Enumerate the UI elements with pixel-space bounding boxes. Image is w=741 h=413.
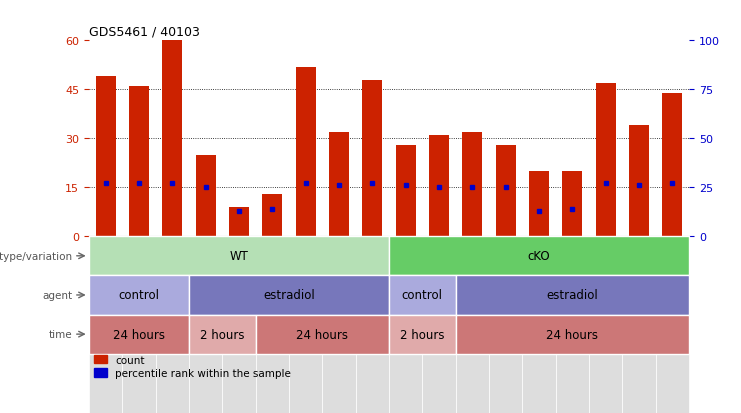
- Text: 24 hours: 24 hours: [113, 328, 165, 341]
- Bar: [496, 145, 516, 237]
- Bar: [96, 77, 116, 237]
- Bar: [629, 126, 649, 237]
- FancyBboxPatch shape: [322, 237, 356, 413]
- Text: WT: WT: [230, 250, 248, 263]
- FancyBboxPatch shape: [589, 237, 622, 413]
- FancyBboxPatch shape: [89, 237, 122, 413]
- Text: estradiol: estradiol: [263, 289, 315, 302]
- Text: 24 hours: 24 hours: [296, 328, 348, 341]
- Bar: [89, 237, 389, 276]
- FancyBboxPatch shape: [522, 237, 556, 413]
- Bar: [296, 67, 316, 237]
- Bar: [89, 276, 189, 315]
- FancyBboxPatch shape: [222, 237, 256, 413]
- Bar: [462, 133, 482, 237]
- Bar: [189, 315, 256, 354]
- Text: control: control: [402, 289, 443, 302]
- Bar: [196, 155, 216, 237]
- FancyBboxPatch shape: [156, 237, 189, 413]
- Bar: [429, 136, 449, 237]
- FancyBboxPatch shape: [356, 237, 389, 413]
- Bar: [329, 133, 349, 237]
- Text: GDS5461 / 40103: GDS5461 / 40103: [89, 26, 200, 39]
- Bar: [189, 276, 389, 315]
- FancyBboxPatch shape: [289, 237, 322, 413]
- Bar: [229, 207, 249, 237]
- FancyBboxPatch shape: [189, 237, 222, 413]
- Text: estradiol: estradiol: [547, 289, 598, 302]
- Bar: [262, 195, 282, 237]
- Text: control: control: [119, 289, 159, 302]
- FancyBboxPatch shape: [422, 237, 456, 413]
- FancyBboxPatch shape: [456, 237, 489, 413]
- Text: time: time: [49, 329, 73, 339]
- Bar: [562, 171, 582, 237]
- Bar: [389, 276, 456, 315]
- Bar: [256, 315, 389, 354]
- Text: cKO: cKO: [528, 250, 551, 263]
- Text: genotype/variation: genotype/variation: [0, 251, 73, 261]
- Bar: [529, 171, 549, 237]
- Legend: count, percentile rank within the sample: count, percentile rank within the sample: [94, 355, 290, 378]
- Text: 2 hours: 2 hours: [400, 328, 445, 341]
- Bar: [389, 237, 689, 276]
- Bar: [456, 276, 689, 315]
- Text: 24 hours: 24 hours: [546, 328, 599, 341]
- FancyBboxPatch shape: [656, 237, 689, 413]
- FancyBboxPatch shape: [556, 237, 589, 413]
- Bar: [596, 83, 616, 237]
- Bar: [89, 315, 189, 354]
- Bar: [129, 87, 149, 237]
- FancyBboxPatch shape: [122, 237, 156, 413]
- Bar: [456, 315, 689, 354]
- FancyBboxPatch shape: [256, 237, 289, 413]
- Bar: [662, 93, 682, 237]
- Bar: [162, 41, 182, 237]
- FancyBboxPatch shape: [389, 237, 422, 413]
- Bar: [389, 315, 456, 354]
- FancyBboxPatch shape: [489, 237, 522, 413]
- Text: 2 hours: 2 hours: [200, 328, 245, 341]
- FancyBboxPatch shape: [622, 237, 656, 413]
- Bar: [396, 145, 416, 237]
- Text: agent: agent: [42, 290, 73, 300]
- Bar: [362, 81, 382, 237]
